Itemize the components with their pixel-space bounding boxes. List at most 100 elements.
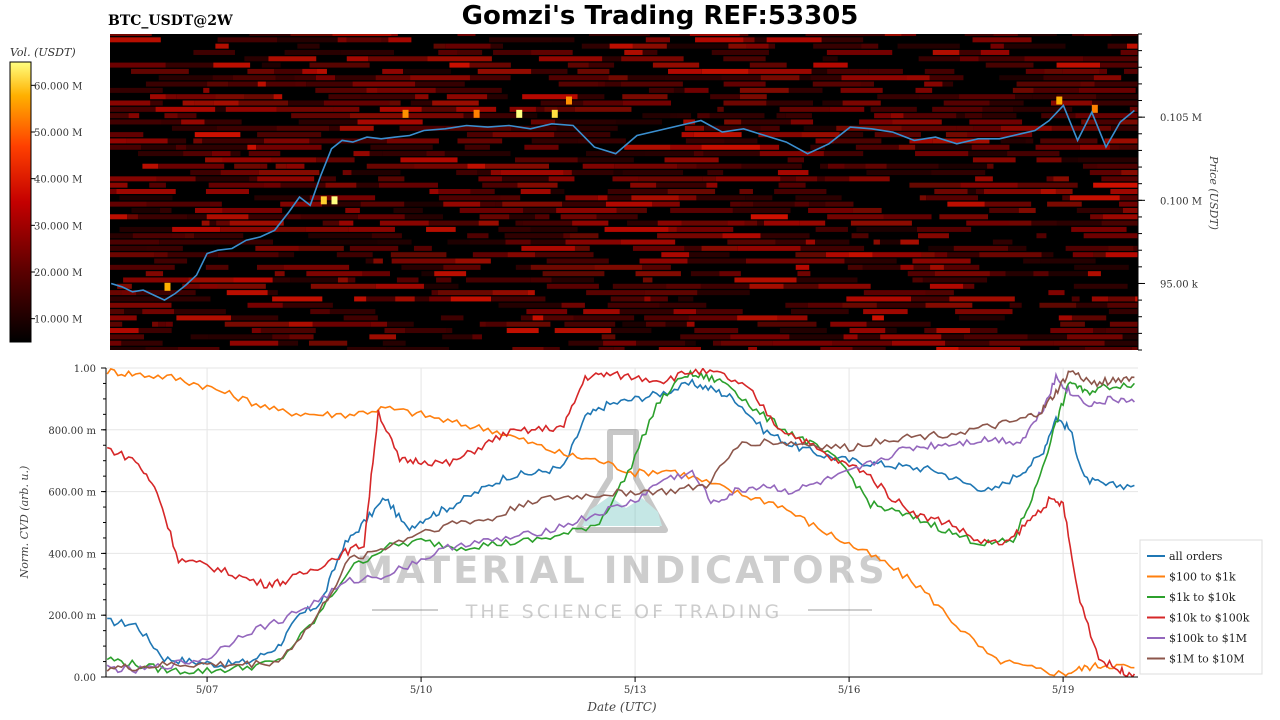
heatmap-cell	[919, 195, 927, 201]
heatmap-cell	[657, 220, 682, 226]
heatmap-cell	[967, 189, 976, 194]
heatmap-cell	[110, 334, 145, 340]
heatmap-cell	[1009, 220, 1032, 226]
heatmap-cell	[924, 328, 937, 334]
heatmap-cell	[684, 125, 705, 131]
heatmap-cell	[201, 220, 210, 226]
heatmap-cell	[956, 125, 974, 131]
heatmap-cell	[463, 113, 519, 119]
heatmap-cell	[256, 144, 322, 150]
heatmap-cell	[190, 170, 221, 176]
heatmap-cell	[815, 138, 834, 144]
heatmap-cell	[435, 87, 502, 93]
heatmap-cell	[987, 163, 994, 169]
heatmap-cell	[142, 163, 159, 169]
heatmap-cell	[760, 125, 780, 131]
heatmap-cell	[613, 347, 625, 350]
heatmap-cell	[806, 258, 845, 264]
heatmap-cell	[1107, 302, 1138, 308]
heatmap-cell	[989, 340, 1054, 346]
heatmap-cell	[131, 207, 160, 213]
heatmap-cell	[723, 100, 767, 106]
heatmap-cell	[123, 277, 189, 283]
heatmap-cell	[347, 347, 387, 350]
heatmap-cell	[297, 43, 320, 49]
heatmap-cell	[391, 34, 398, 36]
heatmap-cell	[1008, 245, 1027, 251]
heatmap-cell	[110, 201, 147, 207]
heatmap-cell	[1101, 220, 1138, 226]
heatmap-cell	[110, 347, 146, 350]
heatmap-cell	[644, 296, 651, 302]
heatmap-cell	[1023, 258, 1041, 264]
heatmap-cell	[721, 75, 761, 81]
heatmap-cell	[1025, 68, 1045, 74]
heatmap-cell	[723, 81, 766, 87]
heatmap-cell	[1067, 334, 1123, 340]
heatmap-cell	[855, 144, 899, 150]
heatmap-cell	[1090, 214, 1103, 220]
heatmap-cell	[287, 214, 301, 220]
heatmap-cell	[1121, 170, 1138, 176]
heatmap-cell	[652, 201, 680, 207]
heatmap-cell	[558, 81, 599, 87]
colorbar-tick-label: 60.000 M	[34, 81, 82, 92]
heatmap-cell	[612, 176, 639, 182]
heatmap-cell	[234, 163, 261, 169]
heatmap-cell	[470, 189, 495, 194]
heatmap-cell	[273, 94, 283, 100]
heatmap-cell	[543, 315, 574, 321]
heatmap-cell	[343, 315, 378, 321]
heatmap-cell	[110, 214, 128, 220]
heatmap-cell	[874, 113, 891, 119]
heatmap-cell	[1083, 233, 1138, 239]
heatmap-cell	[963, 283, 975, 289]
heatmap-cell	[812, 81, 861, 87]
heatmap-cell	[664, 157, 719, 163]
heatmap-cell	[849, 328, 886, 334]
heatmap-cell	[823, 151, 864, 157]
heatmap-cell	[658, 347, 701, 350]
heatmap-cell	[323, 100, 390, 106]
heatmap-cell	[388, 37, 412, 43]
legend-entry-label: $10k to $100k	[1169, 612, 1250, 625]
heatmap-cell	[199, 283, 218, 289]
heatmap-cell	[785, 113, 812, 119]
heatmap-cell	[639, 258, 688, 264]
heatmap-cell	[322, 201, 361, 207]
heatmap-cell	[706, 182, 718, 188]
heatmap-cell	[754, 37, 767, 43]
heatmap-cell	[495, 201, 503, 207]
heatmap-cell	[520, 189, 551, 194]
heatmap-cell	[306, 271, 363, 277]
heatmap-cell	[150, 94, 166, 100]
heatmap-cell	[822, 56, 838, 62]
heatmap-cell	[941, 334, 964, 340]
legend-entry-label: all orders	[1169, 550, 1223, 563]
heatmap-cell	[110, 37, 161, 43]
heatmap-cell	[631, 195, 679, 201]
heatmap-cell	[1087, 271, 1101, 277]
heatmap-cell	[366, 87, 378, 93]
heatmap-cell	[401, 264, 444, 270]
heatmap-cell	[500, 195, 521, 201]
heatmap-cell	[167, 138, 187, 144]
heatmap-cell	[863, 309, 908, 315]
heatmap-panel: 95.00 k 0.100 M 0.105 M Price (USDT)	[110, 33, 1220, 351]
heatmap-cell	[1083, 34, 1112, 36]
heatmap-cell	[469, 75, 511, 81]
heatmap-cell	[934, 271, 990, 277]
heatmap-cell	[911, 296, 950, 302]
heatmap-cell	[608, 75, 628, 81]
heatmap-cell	[1009, 302, 1022, 308]
heatmap-cell	[820, 347, 853, 350]
heatmap-cell	[247, 302, 283, 308]
heatmap-cell	[967, 132, 1033, 138]
heatmap-cell	[583, 309, 620, 315]
heatmap-hotspot	[551, 109, 558, 118]
heatmap-cell	[1075, 113, 1138, 119]
flask-icon	[575, 429, 668, 533]
heatmap-cell	[1129, 106, 1138, 112]
heatmap-cell	[739, 189, 753, 194]
heatmap-cell	[232, 75, 276, 81]
